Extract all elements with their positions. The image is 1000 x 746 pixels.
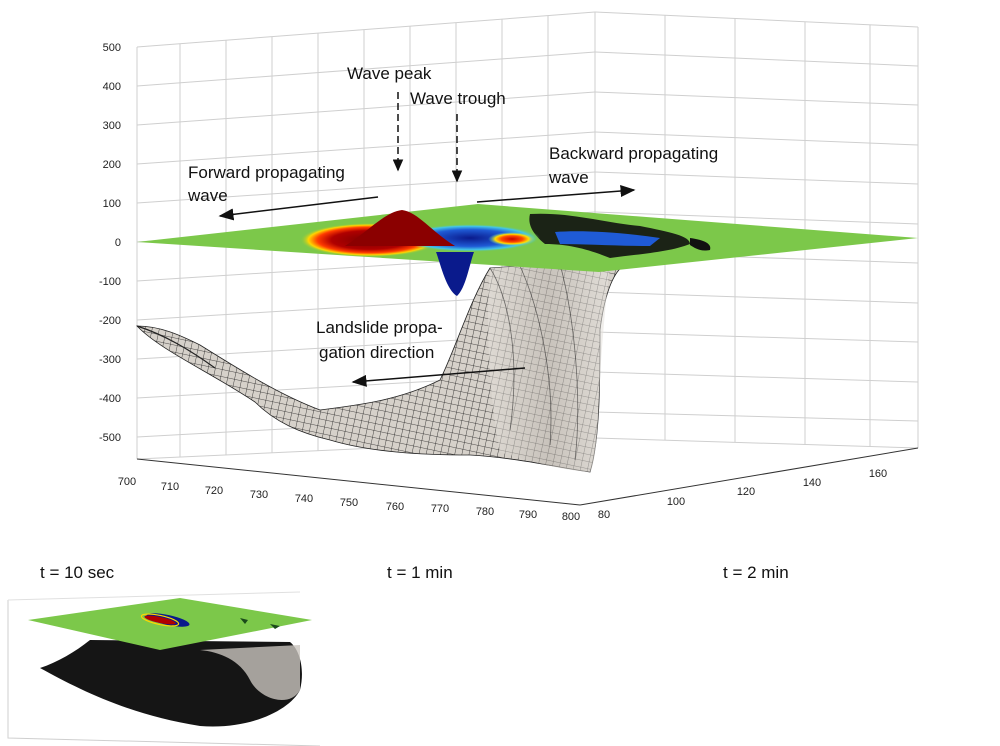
x-tick-760: 760 [386, 501, 404, 513]
panel-title-1: t = 10 sec [40, 563, 115, 582]
z-tick-neg100: -100 [99, 276, 121, 288]
panel-title-2: t = 1 min [387, 563, 453, 582]
backward-wave-arrow [476, 185, 636, 203]
x-tick-740: 740 [295, 493, 313, 505]
forward-wave-label-line2: wave [187, 186, 228, 205]
x-tick-800: 800 [562, 511, 580, 523]
z-tick-400: 400 [103, 81, 121, 93]
x-tick-730: 730 [250, 489, 268, 501]
landslide-direction-label-line1: Landslide propa- [316, 318, 443, 337]
z-tick-neg400: -400 [99, 393, 121, 405]
forward-wave-arrow [218, 196, 379, 221]
forward-wave-label-line1: Forward propagating [188, 163, 345, 182]
annotations: Wave peak Wave trough Forward propagatin… [187, 64, 718, 387]
mini-panel-1 [7, 591, 321, 746]
x-tick-790: 790 [519, 509, 537, 521]
x-tick-710: 710 [161, 481, 179, 493]
y-axis-ticks: 80 100 120 140 160 [598, 468, 887, 521]
x-tick-770: 770 [431, 503, 449, 515]
z-tick-500: 500 [103, 42, 121, 54]
terrain-surface [136, 261, 627, 473]
main-plot: 500 400 300 200 100 0 -100 -200 -300 -40… [99, 11, 919, 523]
backward-wave-label-line1: Backward propagating [549, 144, 718, 163]
y-tick-140: 140 [803, 477, 821, 489]
z-tick-neg500: -500 [99, 432, 121, 444]
landslide-direction-arrow [351, 367, 526, 387]
mini-plot-1 [7, 591, 321, 746]
x-tick-750: 750 [340, 497, 358, 509]
z-tick-neg300: -300 [99, 354, 121, 366]
x-axis-ticks: 700 710 720 730 740 750 760 770 780 790 … [118, 476, 580, 523]
wave-trough-label: Wave trough [410, 89, 506, 108]
z-tick-300: 300 [103, 120, 121, 132]
z-tick-200: 200 [103, 159, 121, 171]
x-tick-780: 780 [476, 506, 494, 518]
z-tick-0: 0 [115, 237, 121, 249]
y-tick-120: 120 [737, 486, 755, 498]
panel-title-3: t = 2 min [723, 563, 789, 582]
z-tick-neg200: -200 [99, 315, 121, 327]
floor-axes [136, 447, 919, 506]
landslide-direction-label-line2: gation direction [319, 343, 434, 362]
y-tick-80: 80 [598, 509, 610, 521]
wave-peak-label: Wave peak [347, 64, 432, 83]
x-tick-700: 700 [118, 476, 136, 488]
water-surface [137, 204, 918, 296]
y-tick-160: 160 [869, 468, 887, 480]
y-tick-100: 100 [667, 496, 685, 508]
x-tick-720: 720 [205, 485, 223, 497]
z-axis-ticks: 500 400 300 200 100 0 -100 -200 -300 -40… [99, 42, 121, 444]
z-tick-100: 100 [103, 198, 121, 210]
backward-wave-label-line2: wave [548, 168, 589, 187]
